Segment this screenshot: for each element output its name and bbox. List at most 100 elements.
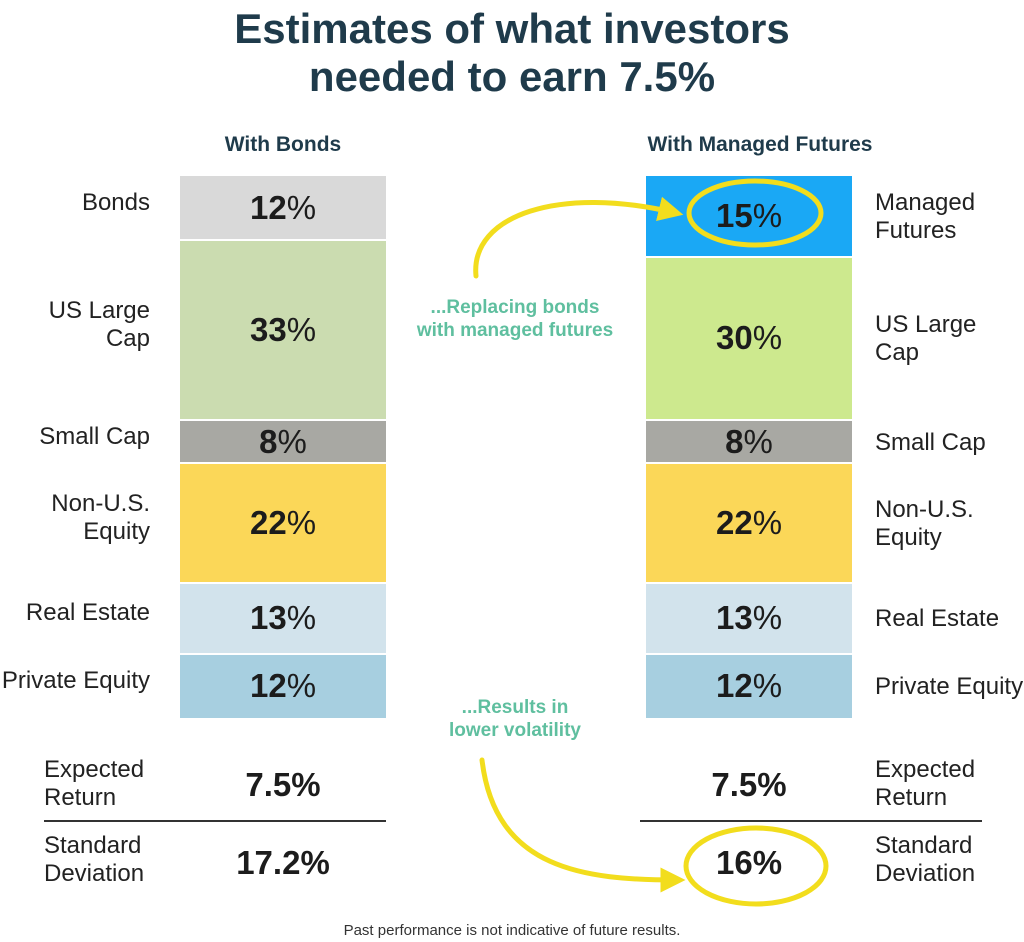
- bar-p2-us-large-cap: 30%: [646, 257, 852, 421]
- bar-label-p1-bonds-unit: %: [286, 188, 317, 226]
- standard-deviation-label-p1-line: Deviation: [44, 860, 145, 887]
- category-label-p1-private-equity: Private Equity: [0, 667, 150, 695]
- category-label-p2-managed-futures: Managed Futures: [875, 189, 1024, 245]
- category-label-p1-small-cap-line: Small Cap: [39, 422, 150, 450]
- standard-deviation-label-p2-line: Deviation: [875, 860, 976, 887]
- bar-label-p2-us-large-cap-unit: %: [752, 319, 783, 357]
- bar-label-p1-small-cap-unit: %: [277, 422, 307, 460]
- annotation-results-line-2: lower volatility: [449, 720, 581, 741]
- bar-label-p2-non-u-s-equity-value: 22: [715, 504, 753, 542]
- standard-deviation-p1-value: 17.2: [236, 844, 301, 881]
- expected-return-label-p1-line: Expected: [44, 756, 145, 783]
- bar-p1-small-cap: 8%: [180, 420, 386, 465]
- bar-p2-small-cap: 8%: [646, 420, 852, 465]
- bar-label-p1-private-equity-value: 12: [249, 667, 287, 705]
- bar-p2-real-estate: 13%: [646, 584, 852, 655]
- expected-return-label-p2-line: Expected: [875, 756, 976, 783]
- bar-label-p1-us-large-cap-unit: %: [286, 311, 317, 349]
- category-label-p1-real-estate: Real Estate: [0, 599, 150, 627]
- category-label-p2-real-estate-line: Real Estate: [875, 605, 1000, 633]
- expected-return-value-p1: 7.5%: [180, 766, 386, 804]
- category-label-p2-real-estate: Real Estate: [875, 605, 1024, 633]
- column-heading-with-bonds: With Bonds: [224, 133, 342, 156]
- category-label-p2-non-u-s-equity-line: Equity: [875, 524, 942, 552]
- expected-return-p2-value: 7.5: [711, 766, 758, 803]
- bar-label-p2-non-u-s-equity-unit: %: [752, 504, 783, 542]
- annotation-replacing-bonds: ...Replacing bonds with managed futures: [395, 296, 635, 342]
- bar-label-p2-small-cap-unit: %: [743, 422, 773, 460]
- annotation-lower-volatility: ...Results in lower volatility: [395, 696, 635, 742]
- chart-title-line-1: Estimates of what investors: [234, 5, 790, 52]
- expected-return-p2-unit: %: [757, 766, 787, 803]
- category-label-p2-non-u-s-equity: Non-U.S. Equity: [875, 496, 1024, 552]
- bar-label-p1-real-estate-value: 13: [249, 599, 287, 637]
- bar-p2-private-equity: 12%: [646, 654, 852, 720]
- standard-deviation-label-p2-line: Standard: [875, 832, 973, 859]
- category-label-p1-small-cap: Small Cap: [0, 423, 150, 451]
- bar-label-p1-real-estate-unit: %: [286, 599, 317, 637]
- bar-p1-non-u-s-equity: 22%: [180, 464, 386, 584]
- annotation-replacing-line-1: ...Replacing bonds: [430, 297, 600, 318]
- category-label-p1-private-equity-line: Private Equity: [1, 667, 150, 695]
- bar-p2-managed-futures: 15%: [646, 176, 852, 258]
- category-label-p2-non-u-s-equity-line: Non-U.S.: [875, 496, 974, 524]
- expected-return-label-p2: Expected Return: [875, 756, 1024, 812]
- bar-label-p2-private-equity-unit: %: [752, 667, 783, 705]
- category-label-p2-private-equity: Private Equity: [875, 673, 1024, 701]
- standard-deviation-value-p1: 17.2%: [180, 844, 386, 882]
- category-label-p1-real-estate-line: Real Estate: [25, 599, 150, 627]
- category-label-p2-small-cap: Small Cap: [875, 429, 1024, 457]
- expected-return-label-p1: Expected Return: [44, 756, 164, 812]
- category-label-p1-us-large-cap-line: Cap: [105, 325, 150, 353]
- category-label-p1-non-u-s-equity-line: Non-U.S.: [51, 490, 150, 518]
- expected-return-label-p1-line: Return: [44, 784, 117, 811]
- category-label-p2-us-large-cap-line: US Large: [875, 311, 977, 339]
- bar-label-p1-private-equity-unit: %: [286, 667, 317, 705]
- bar-p2-non-u-s-equity: 22%: [646, 464, 852, 584]
- category-label-p2-managed-futures-line: Futures: [875, 216, 957, 244]
- standard-deviation-p2-unit: %: [752, 844, 783, 881]
- annotation-results-line-1: ...Results in: [461, 697, 569, 718]
- bar-label-p2-private-equity-value: 12: [715, 667, 753, 705]
- bar-label-p2-real-estate-unit: %: [752, 599, 783, 637]
- category-label-p2-private-equity-line: Private Equity: [875, 673, 1024, 701]
- expected-return-value-p2: 7.5%: [646, 766, 852, 804]
- category-label-p1-us-large-cap-line: US Large: [48, 297, 150, 325]
- divider-rule-p1: [44, 820, 386, 822]
- bar-p1-bonds: 12%: [180, 176, 386, 242]
- bar-label-p2-managed-futures-unit: %: [752, 196, 783, 234]
- divider-rule-p2: [640, 820, 982, 822]
- category-label-p1-non-u-s-equity-line: Equity: [83, 518, 150, 546]
- bar-label-p2-us-large-cap-value: 30: [715, 319, 753, 357]
- standard-deviation-label-p1: Standard Deviation: [44, 832, 174, 888]
- expected-return-p1-unit: %: [291, 766, 321, 803]
- bar-label-p1-non-u-s-equity-value: 22: [249, 504, 287, 542]
- bar-label-p2-small-cap-value: 8: [725, 422, 744, 460]
- category-label-p1-us-large-cap: US Large Cap: [0, 297, 150, 353]
- standard-deviation-label-p1-line: Standard: [44, 832, 142, 859]
- standard-deviation-p1-unit: %: [300, 844, 330, 881]
- bar-label-p1-bonds-value: 12: [249, 188, 287, 226]
- chart-title-line-2: needed to earn 7.5%: [308, 53, 716, 100]
- annotation-replacing-line-2: with managed futures: [416, 320, 614, 341]
- standard-deviation-p2-value: 16: [715, 844, 753, 881]
- footnote: Past performance is not indicative of fu…: [343, 922, 681, 939]
- standard-deviation-value-p2: 16%: [646, 844, 852, 882]
- expected-return-p1-value: 7.5: [245, 766, 292, 803]
- standard-deviation-label-p2: Standard Deviation: [875, 832, 1024, 888]
- column-heading-with-managed-futures: With Managed Futures: [647, 133, 873, 156]
- category-label-p2-small-cap-line: Small Cap: [875, 428, 986, 456]
- bar-p1-us-large-cap: 33%: [180, 241, 386, 421]
- bar-p1-real-estate: 13%: [180, 584, 386, 655]
- bar-label-p2-real-estate-value: 13: [715, 599, 753, 637]
- category-label-p2-us-large-cap: US Large Cap: [875, 311, 1024, 367]
- bar-label-p2-managed-futures-value: 15: [715, 196, 753, 234]
- category-label-p2-managed-futures-line: Managed: [875, 188, 976, 216]
- category-label-p1-bonds: Bonds: [0, 189, 150, 217]
- category-label-p2-us-large-cap-line: Cap: [875, 339, 920, 367]
- category-label-p1-non-u-s-equity: Non-U.S. Equity: [0, 490, 150, 546]
- bar-label-p1-non-u-s-equity-unit: %: [286, 504, 317, 542]
- bar-label-p1-us-large-cap-value: 33: [249, 311, 287, 349]
- category-label-p1-bonds-line: Bonds: [81, 188, 150, 216]
- bar-p1-private-equity: 12%: [180, 654, 386, 720]
